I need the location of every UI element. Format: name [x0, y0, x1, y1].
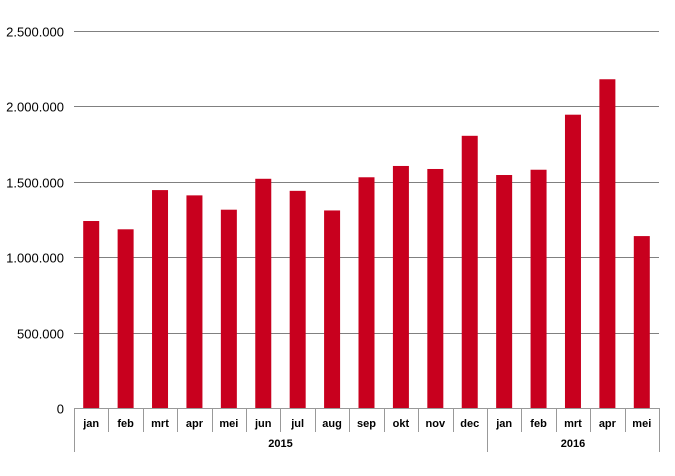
bar — [530, 169, 547, 408]
bar — [358, 177, 375, 408]
bar — [255, 178, 272, 408]
x-tick-label: feb — [117, 418, 134, 430]
bar — [427, 168, 444, 408]
x-tick-label: jul — [290, 418, 304, 430]
bar — [117, 229, 134, 408]
y-tick-label: 2.500.000 — [6, 25, 64, 40]
x-tick-label: jan — [495, 418, 512, 430]
bar — [461, 135, 478, 408]
bar — [152, 190, 169, 408]
bar — [324, 210, 341, 408]
year-group-labels: 2015 2016 — [268, 438, 585, 450]
x-tick-label: mei — [219, 418, 238, 430]
bar — [83, 221, 100, 408]
y-tick-label: 1.500.000 — [6, 176, 64, 191]
x-tick-label: mei — [632, 418, 651, 430]
x-tick-label: jun — [254, 418, 272, 430]
y-tick-label: 0 — [57, 402, 64, 417]
x-tick-label: jan — [82, 418, 99, 430]
x-tick-label: apr — [599, 418, 617, 430]
bar — [599, 79, 616, 409]
x-tick-label: dec — [460, 418, 479, 430]
bar — [289, 190, 306, 408]
bar — [564, 114, 581, 408]
bar — [633, 236, 650, 408]
year-label: 2015 — [268, 438, 292, 450]
x-axis-labels: jan feb mrt apr mei jun jul aug sep okt nov dec jan f… — [82, 418, 651, 430]
y-tick-label: 1.000.000 — [6, 251, 64, 266]
bar — [496, 175, 513, 408]
y-axis-ticks: 0 500.000 1.000.000 1.500.000 2.000.000 2.500… — [6, 25, 64, 417]
bar — [220, 209, 237, 408]
x-tick-label: aug — [322, 418, 342, 430]
y-tick-label: 2.000.000 — [6, 100, 64, 115]
x-axis — [74, 408, 660, 452]
year-label: 2016 — [561, 438, 585, 450]
x-tick-label: sep — [357, 418, 376, 430]
bar — [392, 165, 409, 408]
x-tick-label: mrt — [564, 418, 582, 430]
x-tick-label: mrt — [151, 418, 169, 430]
x-tick-label: nov — [426, 418, 446, 430]
bars — [83, 79, 650, 409]
x-tick-label: apr — [186, 418, 204, 430]
bar — [186, 195, 203, 408]
x-tick-label: okt — [393, 418, 410, 430]
y-tick-label: 500.000 — [17, 327, 64, 342]
x-tick-label: feb — [530, 418, 547, 430]
